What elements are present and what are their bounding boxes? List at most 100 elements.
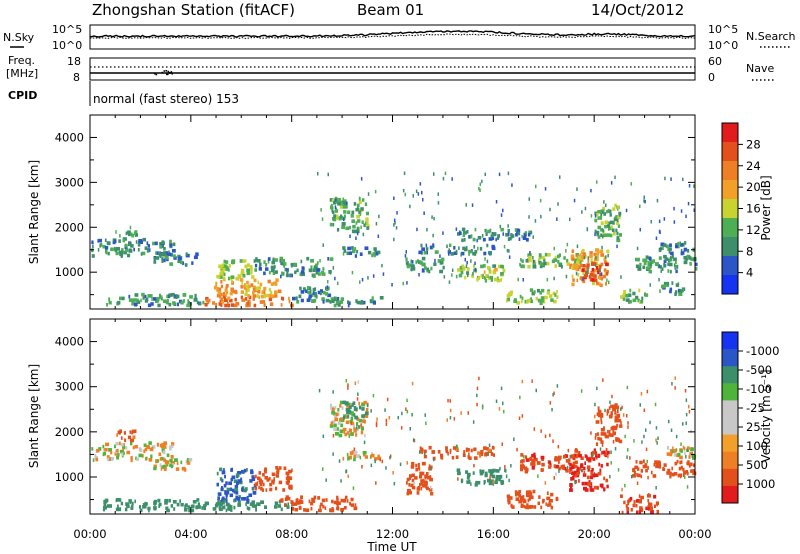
range-cell: [192, 500, 197, 504]
range-cell: [241, 298, 246, 302]
range-cell: [353, 447, 356, 451]
range-cell: [229, 291, 233, 296]
colorbar-segment: [722, 332, 738, 350]
freq-tick-bottom: 8: [73, 71, 80, 84]
colorbar-segment: [722, 180, 738, 200]
range-cell: [148, 508, 150, 513]
range-cell: [202, 300, 205, 305]
range-cell: [312, 288, 315, 292]
range-cell: [569, 483, 573, 487]
range-cell: [144, 443, 147, 447]
range-cell: [644, 464, 648, 468]
range-cell: [119, 296, 122, 301]
nsky-trace: [89, 30, 696, 39]
range-cell: [325, 298, 330, 303]
range-cell: [217, 502, 221, 506]
range-cell: [580, 255, 584, 259]
range-cell: [647, 475, 649, 480]
range-cell: [400, 426, 403, 430]
range-cell: [498, 172, 501, 177]
range-cell: [663, 463, 667, 467]
range-cell: [606, 233, 611, 237]
range-cell: [411, 473, 415, 478]
range-cell: [134, 293, 139, 297]
range-cell: [322, 300, 325, 304]
range-cell: [114, 444, 116, 449]
range-cell: [418, 273, 420, 277]
range-cell: [583, 466, 586, 471]
range-cell: [590, 482, 593, 486]
range-cell: [601, 443, 604, 447]
range-cell: [577, 255, 581, 260]
range-cell: [662, 467, 665, 471]
range-cell: [173, 254, 176, 258]
range-cell: [293, 262, 297, 267]
colorbar-tick-label: -500: [746, 363, 772, 377]
range-cell: [606, 270, 609, 274]
range-cell: [600, 221, 604, 225]
range-cell: [472, 271, 474, 276]
range-cell: [658, 278, 660, 282]
range-cell: [338, 433, 343, 438]
range-cell: [458, 246, 460, 250]
range-cell: [332, 434, 335, 438]
range-cell: [632, 474, 636, 478]
colorbar-segment: [722, 468, 738, 487]
range-cell: [161, 240, 165, 244]
range-cell: [348, 301, 351, 305]
range-cell: [421, 461, 426, 466]
x-tick-label: 16:00: [477, 527, 510, 541]
range-cell: [280, 296, 284, 301]
range-cell: [344, 432, 348, 437]
range-cell: [486, 447, 489, 451]
range-cell: [229, 493, 233, 498]
range-cell: [295, 296, 298, 300]
range-cell: [490, 278, 493, 282]
range-cell: [128, 248, 132, 252]
range-cell: [600, 212, 603, 217]
range-cell: [646, 389, 649, 394]
range-cell: [244, 297, 248, 301]
range-cell: [661, 284, 665, 289]
range-cell: [600, 253, 605, 257]
colorbar-frame: [721, 331, 739, 504]
range-cell: [607, 227, 610, 231]
range-cell: [618, 414, 621, 418]
range-cell: [553, 299, 557, 304]
range-cell: [594, 278, 598, 283]
range-cell: [549, 433, 551, 438]
range-cell: [120, 442, 124, 447]
range-cell: [394, 221, 396, 225]
range-cell: [654, 402, 657, 407]
range-cell: [588, 275, 591, 279]
range-cell: [518, 489, 521, 494]
range-cell: [597, 263, 601, 268]
range-cell: [274, 501, 279, 505]
range-cell: [574, 464, 578, 469]
y-tick-label: 1000: [55, 470, 84, 484]
range-cell: [256, 294, 259, 298]
range-cell: [663, 254, 667, 259]
range-cell: [135, 240, 138, 244]
range-cell: [386, 397, 389, 402]
range-cell: [373, 247, 377, 251]
range-cell: [656, 198, 659, 203]
range-cell: [187, 505, 191, 509]
range-cell: [106, 455, 110, 459]
range-cell: [149, 447, 154, 452]
range-cell: [609, 400, 611, 405]
range-cell: [333, 214, 337, 218]
range-cell: [130, 244, 134, 248]
range-cell: [592, 452, 594, 457]
range-cell: [364, 455, 368, 459]
range-cell: [589, 488, 593, 492]
range-cell: [554, 293, 557, 297]
range-cell: [597, 216, 600, 220]
range-cell: [322, 467, 324, 471]
range-cell: [120, 250, 124, 255]
range-cell: [406, 461, 408, 465]
range-cell: [508, 236, 512, 241]
range-cell: [535, 388, 537, 393]
range-cell: [131, 429, 135, 434]
